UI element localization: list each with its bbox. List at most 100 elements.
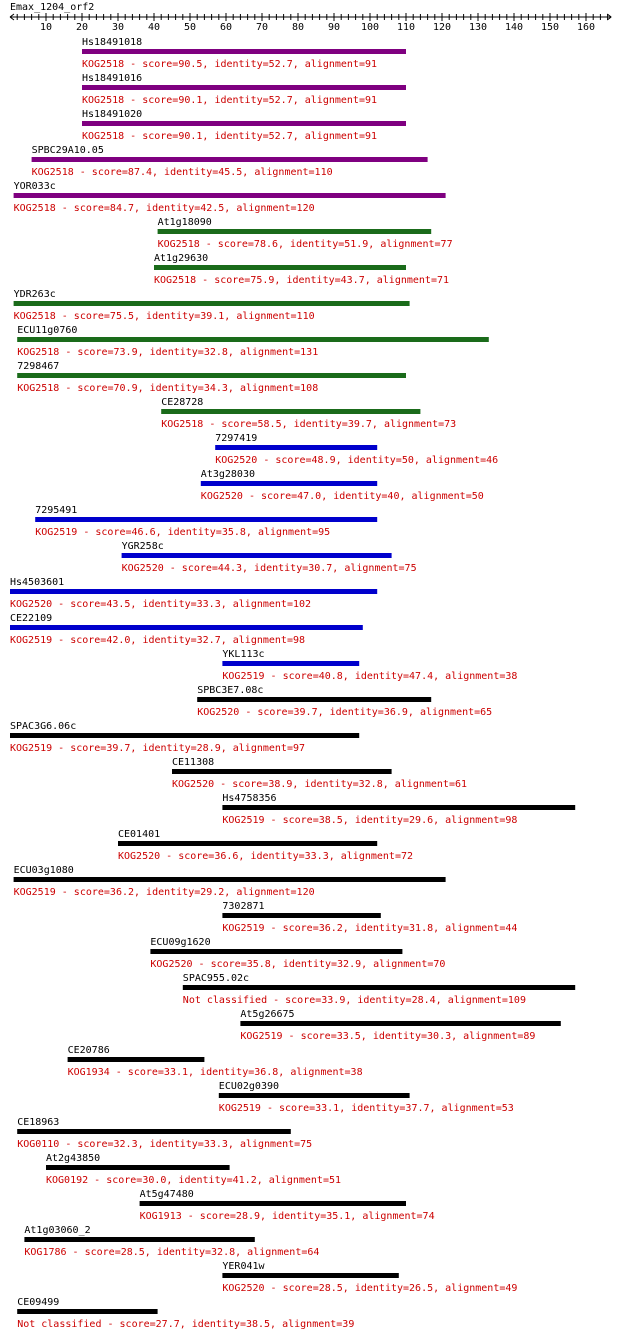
hit-row: Hs18491018 KOG2518 - score=90.5, identity… [82, 37, 406, 70]
hit-row: ECU02g0390 KOG2519 - score=33.1, identity… [218, 1081, 514, 1114]
hit-row: At2g43850 KOG0192 - score=30.0, identity=… [46, 1153, 341, 1186]
hit-name: At1g18090 [158, 217, 212, 228]
hit-bar [10, 589, 378, 594]
hit-row: YER041w KOG2520 - score=28.5, identity=26… [222, 1261, 517, 1294]
hit-bar [17, 1309, 158, 1314]
hit-row: 7295491 KOG2519 - score=46.6, identity=35… [35, 505, 378, 538]
hit-row: CE01401 KOG2520 - score=36.6, identity=33… [118, 829, 413, 862]
hit-row: CE11308 KOG2520 - score=38.9, identity=32… [172, 757, 467, 790]
hit-bar [24, 1237, 255, 1242]
hit-bar [200, 481, 378, 486]
hit-row: At1g18090 KOG2518 - score=78.6, identity=… [157, 217, 453, 250]
hit-bar [82, 49, 406, 54]
hit-label: KOG1786 - score=28.5, identity=32.8, ali… [24, 1247, 319, 1258]
hit-row: 7298467 KOG2518 - score=70.9, identity=34… [17, 361, 406, 394]
hit-label: KOG2520 - score=39.7, identity=36.9, ali… [197, 707, 492, 718]
axis-tick-label: 120 [433, 22, 451, 33]
hit-bar [154, 265, 406, 270]
hit-bar [222, 913, 381, 918]
hit-label: KOG2519 - score=42.0, identity=32.7, ali… [10, 635, 305, 646]
hit-row: SPBC3E7.08c KOG2520 - score=39.7, identit… [197, 685, 492, 718]
hit-name: CE20786 [68, 1045, 110, 1056]
axis-tick-label: 90 [328, 22, 340, 33]
axis-tick-label: 140 [505, 22, 523, 33]
hit-label: KOG2519 - score=33.5, identity=30.3, ali… [240, 1031, 535, 1042]
hit-label: KOG2520 - score=28.5, identity=26.5, ali… [222, 1283, 517, 1294]
hit-bar [157, 229, 432, 234]
hit-row: 7297419 KOG2520 - score=48.9, identity=50… [215, 433, 498, 466]
hit-bar [222, 805, 576, 810]
hit-name: SPAC955.02c [183, 973, 249, 984]
axis-tick-label: 70 [256, 22, 268, 33]
hit-name: Hs18491020 [82, 109, 142, 120]
hit-row: SPAC3G6.06c KOG2519 - score=39.7, identit… [10, 721, 360, 754]
hit-row: YGR258c KOG2520 - score=44.3, identity=30… [121, 541, 417, 574]
hit-list: Hs18491018 KOG2518 - score=90.5, identity… [10, 37, 576, 1330]
hit-label: KOG2518 - score=87.4, identity=45.5, ali… [32, 167, 333, 178]
hit-label: Not classified - score=33.9, identity=28… [183, 995, 526, 1006]
hit-label: KOG2519 - score=36.2, identity=31.8, ali… [222, 923, 517, 934]
hit-name: At3g28030 [201, 469, 255, 480]
hit-label: KOG0192 - score=30.0, identity=41.2, ali… [46, 1175, 341, 1186]
hit-bar [10, 733, 360, 738]
hit-name: ECU03g1080 [14, 865, 74, 876]
axis-tick-label: 20 [76, 22, 88, 33]
hit-row: SPBC29A10.05 KOG2518 - score=87.4, identi… [31, 145, 428, 178]
hit-row: ECU11g0760 KOG2518 - score=73.9, identity… [17, 325, 489, 358]
hit-label: KOG2520 - score=38.9, identity=32.8, ali… [172, 779, 467, 790]
hit-row: At5g26675 KOG2519 - score=33.5, identity=… [240, 1009, 561, 1042]
axis-tick-label: 40 [148, 22, 160, 33]
hit-label: KOG2520 - score=36.6, identity=33.3, ali… [118, 851, 413, 862]
hit-label: KOG2518 - score=75.5, identity=39.1, ali… [14, 311, 315, 322]
hit-row: At5g47480 KOG1913 - score=28.9, identity=… [139, 1189, 435, 1222]
hit-name: At1g03060_2 [24, 1225, 90, 1236]
hit-bar [215, 445, 378, 450]
hit-name: YKL113c [222, 649, 264, 660]
hit-label: KOG2518 - score=70.9, identity=34.3, ali… [17, 383, 318, 394]
hit-name: Hs4758356 [222, 793, 276, 804]
hit-row: CE20786 KOG1934 - score=33.1, identity=36… [67, 1045, 363, 1078]
hit-row: 7302871 KOG2519 - score=36.2, identity=31… [222, 901, 517, 934]
hit-bar [150, 949, 403, 954]
hit-bar [67, 1057, 205, 1062]
hit-row: CE28728 KOG2518 - score=58.5, identity=39… [161, 397, 456, 430]
hit-bar [17, 373, 406, 378]
hit-label: KOG1934 - score=33.1, identity=36.8, ali… [68, 1067, 363, 1078]
hit-name: At2g43850 [46, 1153, 100, 1164]
hit-bar [17, 337, 489, 342]
hit-name: YOR033c [14, 181, 56, 192]
hit-name: SPAC3G6.06c [10, 721, 76, 732]
hit-name: CE28728 [161, 397, 203, 408]
axis-tick-label: 130 [469, 22, 487, 33]
hit-name: YDR263c [14, 289, 56, 300]
hit-bar [118, 841, 378, 846]
hit-bar [82, 85, 406, 90]
hit-row: Hs4503601 KOG2520 - score=43.5, identity=… [10, 577, 378, 610]
hit-row: ECU09g1620 KOG2520 - score=35.8, identity… [150, 937, 445, 970]
hit-label: KOG2518 - score=84.7, identity=42.5, ali… [14, 203, 315, 214]
hit-row: At1g03060_2 KOG1786 - score=28.5, identit… [24, 1225, 319, 1258]
hit-row: Hs4758356 KOG2519 - score=38.5, identity=… [222, 793, 576, 826]
hit-label: KOG2518 - score=75.9, identity=43.7, ali… [154, 275, 449, 286]
axis-tick-label: 60 [220, 22, 232, 33]
hit-bar [31, 157, 428, 162]
hit-row: YKL113c KOG2519 - score=40.8, identity=47… [222, 649, 517, 682]
axis-tick-label: 100 [361, 22, 379, 33]
hit-label: KOG2520 - score=43.5, identity=33.3, ali… [10, 599, 311, 610]
hit-bar [82, 121, 406, 126]
hit-label: KOG2520 - score=47.0, identity=40, align… [201, 491, 484, 502]
hit-row: At3g28030 KOG2520 - score=47.0, identity=… [200, 469, 484, 502]
hit-name: 7297419 [215, 433, 257, 444]
hit-label: KOG0110 - score=32.3, identity=33.3, ali… [17, 1139, 312, 1150]
hit-label: KOG2518 - score=90.1, identity=52.7, ali… [82, 95, 377, 106]
hit-row: YOR033c KOG2518 - score=84.7, identity=42… [13, 181, 446, 214]
hit-label: KOG2518 - score=78.6, identity=51.9, ali… [158, 239, 453, 250]
hit-bar [197, 697, 432, 702]
hit-label: KOG2518 - score=73.9, identity=32.8, ali… [17, 347, 318, 358]
hit-name: ECU11g0760 [17, 325, 77, 336]
axis-left-arrow [9, 13, 15, 21]
hit-label: KOG2518 - score=58.5, identity=39.7, ali… [161, 419, 456, 430]
hit-label: KOG2519 - score=36.2, identity=29.2, ali… [14, 887, 315, 898]
hit-name: Hs18491018 [82, 37, 142, 48]
